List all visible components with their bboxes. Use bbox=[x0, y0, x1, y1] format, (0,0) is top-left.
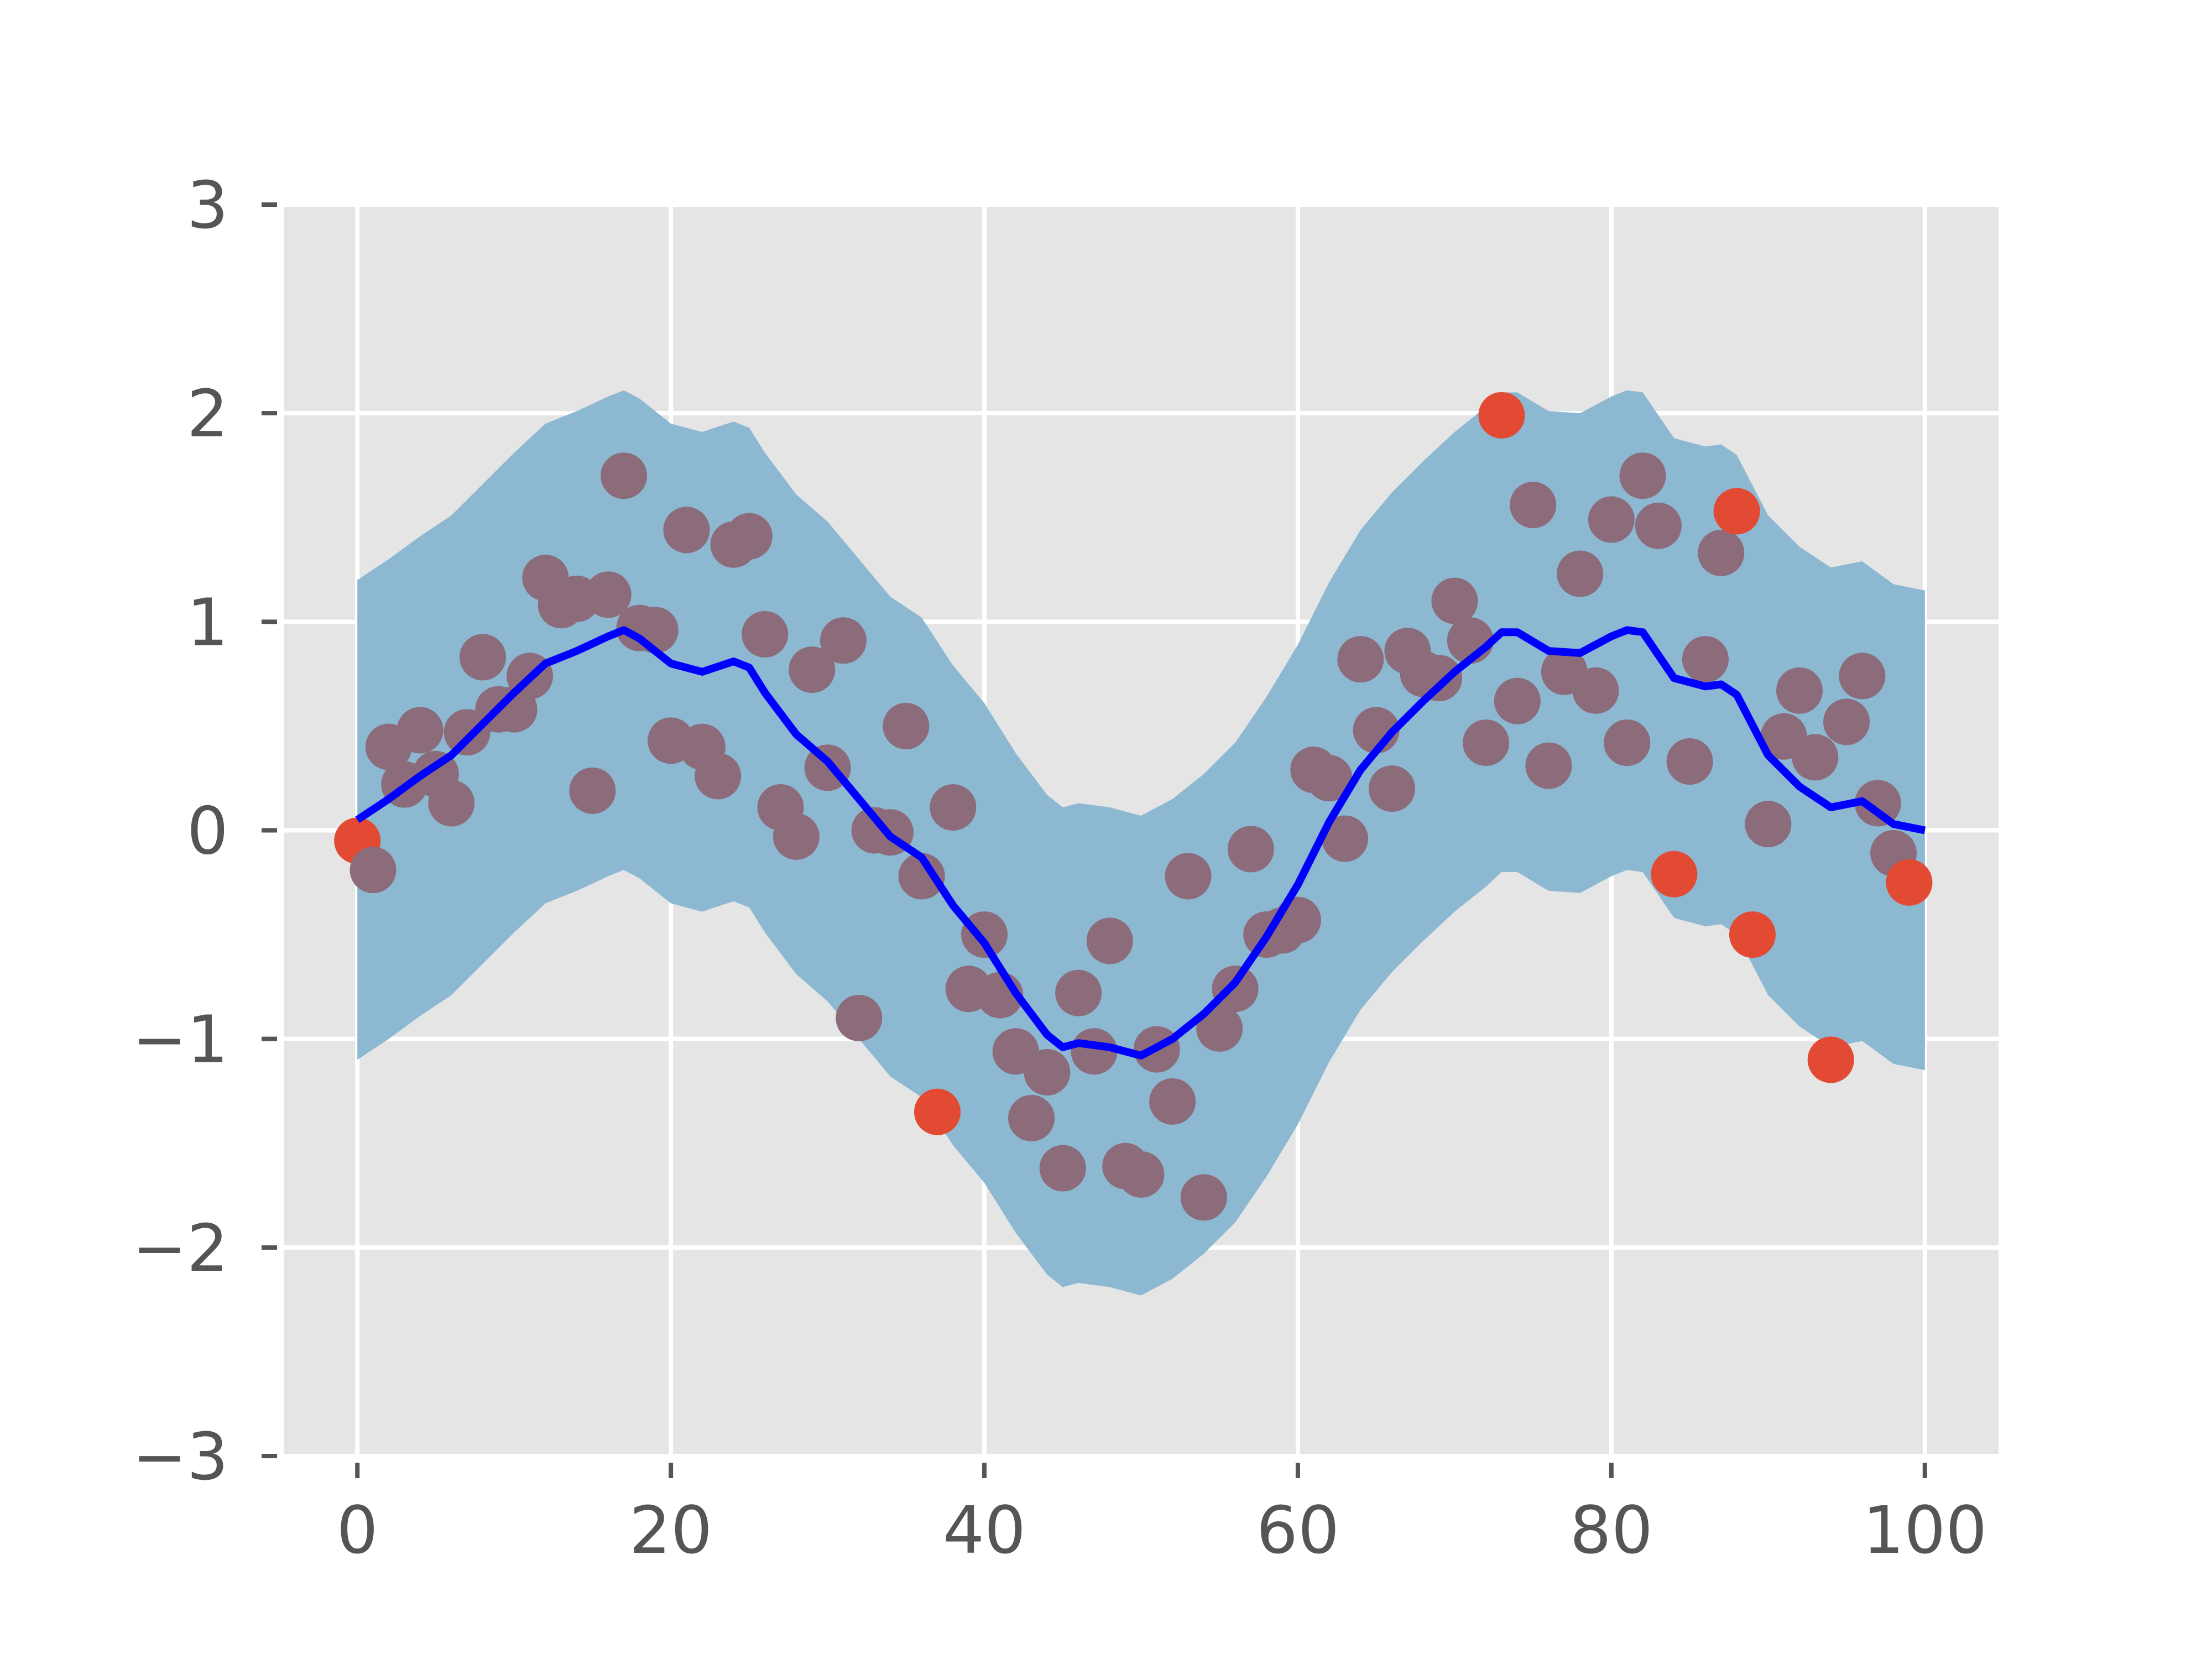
scatter-point bbox=[1619, 452, 1666, 499]
scatter-point bbox=[1008, 1094, 1055, 1141]
y-tick-label: −2 bbox=[132, 1210, 228, 1286]
y-tick-label: −3 bbox=[132, 1418, 228, 1495]
scatter-point bbox=[1055, 969, 1102, 1016]
y-tick-label: 0 bbox=[187, 793, 228, 869]
scatter-point bbox=[1792, 734, 1839, 781]
scatter-point-outside bbox=[1478, 392, 1525, 439]
scatter-point bbox=[1416, 655, 1463, 702]
scatter-point bbox=[1039, 1145, 1086, 1192]
scatter-point bbox=[695, 753, 742, 800]
scatter-point-outside bbox=[1651, 851, 1698, 898]
scatter-point bbox=[1525, 742, 1572, 789]
scatter-point bbox=[1274, 896, 1321, 943]
scatter-point bbox=[742, 611, 789, 658]
scatter-point bbox=[789, 646, 836, 693]
scatter-point bbox=[349, 847, 397, 894]
scatter-point bbox=[1369, 765, 1416, 812]
axes: 0 20 40 60 80 100 −3 −2 −1 0 1 2 3 bbox=[132, 167, 1987, 1568]
scatter-point bbox=[1165, 853, 1212, 900]
x-tick-label: 40 bbox=[943, 1492, 1026, 1568]
scatter-point bbox=[1196, 1005, 1243, 1052]
scatter-point bbox=[1682, 636, 1729, 683]
scatter-point bbox=[663, 507, 710, 554]
scatter-point bbox=[1227, 826, 1274, 873]
scatter-point-outside bbox=[1807, 1036, 1854, 1083]
scatter-point bbox=[1776, 667, 1823, 714]
scatter-point bbox=[1118, 1151, 1165, 1198]
scatter-point bbox=[898, 853, 945, 900]
scatter-point bbox=[1588, 496, 1635, 543]
scatter-point bbox=[397, 707, 444, 754]
scatter-point bbox=[961, 911, 1008, 958]
x-tick-label: 100 bbox=[1863, 1492, 1987, 1568]
y-tick-label: 2 bbox=[187, 375, 228, 452]
scatter-point bbox=[428, 780, 475, 827]
scatter-point bbox=[569, 767, 616, 814]
scatter-point bbox=[1337, 636, 1384, 683]
mean-line bbox=[355, 626, 1926, 1060]
scatter-point bbox=[1854, 780, 1901, 827]
x-tick-label: 80 bbox=[1570, 1492, 1653, 1568]
scatter-point bbox=[1823, 698, 1870, 745]
scatter-point bbox=[1149, 1078, 1196, 1125]
scatter-point bbox=[1306, 755, 1353, 802]
scatter-point bbox=[1839, 653, 1886, 700]
scatter-point-outside bbox=[914, 1088, 961, 1135]
scatter-point-outside bbox=[1729, 911, 1776, 958]
scatter-point-outside bbox=[1886, 859, 1933, 906]
scatter-point bbox=[585, 571, 632, 618]
scatter-point bbox=[726, 513, 773, 560]
x-tick-label: 60 bbox=[1256, 1492, 1339, 1568]
scatter-point bbox=[601, 452, 648, 499]
scatter-point bbox=[1494, 677, 1541, 724]
scatter-point bbox=[1431, 577, 1478, 624]
scatter-points bbox=[334, 392, 1933, 1221]
y-tick-label: −1 bbox=[132, 1001, 228, 1078]
scatter-point bbox=[1024, 1049, 1071, 1096]
scatter-point bbox=[836, 994, 883, 1041]
scatter-point bbox=[1604, 719, 1651, 766]
scatter-point bbox=[1180, 1174, 1227, 1221]
scatter-point bbox=[1510, 482, 1557, 529]
scatter-point bbox=[1321, 815, 1368, 862]
scatter-point bbox=[1698, 529, 1745, 576]
scatter-point bbox=[1463, 719, 1510, 766]
scatter-point bbox=[1212, 966, 1259, 1013]
scatter-point bbox=[1635, 502, 1682, 549]
scatter-point bbox=[820, 617, 867, 664]
scatter-point bbox=[930, 784, 977, 831]
x-tick-label: 0 bbox=[337, 1492, 378, 1568]
scatter-point bbox=[1666, 738, 1713, 785]
scatter-point bbox=[1572, 667, 1619, 714]
scatter-point bbox=[883, 702, 930, 749]
scatter-point bbox=[1745, 801, 1792, 848]
scatter-point bbox=[773, 813, 820, 860]
scatter-point bbox=[459, 634, 506, 681]
scatter-point bbox=[1086, 917, 1133, 964]
confidence-band bbox=[357, 390, 1925, 1296]
scatter-point-outside bbox=[1713, 488, 1760, 535]
x-tick-label: 20 bbox=[629, 1492, 712, 1568]
y-tick-label: 3 bbox=[187, 167, 228, 243]
y-tick-label: 1 bbox=[187, 584, 228, 660]
scatter-point bbox=[1557, 550, 1604, 597]
